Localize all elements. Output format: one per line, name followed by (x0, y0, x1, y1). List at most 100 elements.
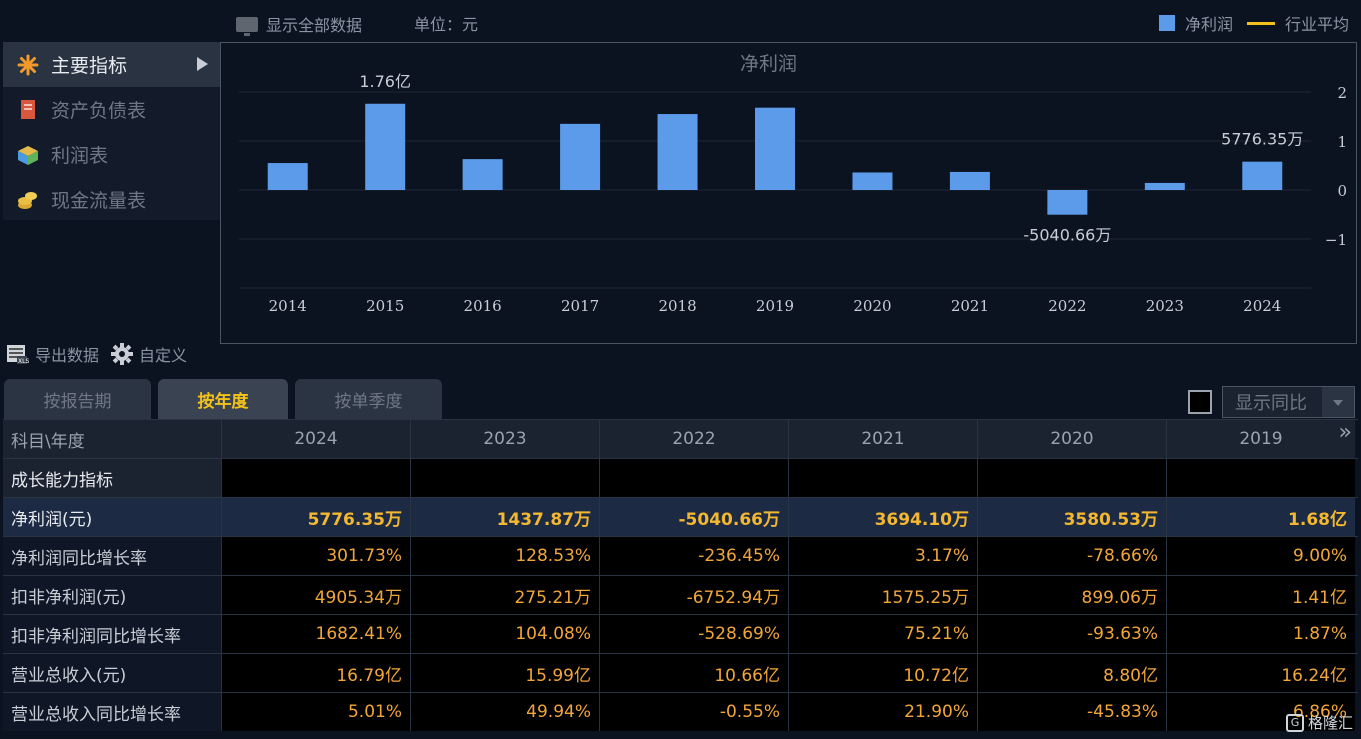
table-cell (410, 459, 599, 497)
header-cell: 2019 (1166, 420, 1355, 458)
top-bar: 显示全部数据 单位：元 净利润 行业平均 (0, 0, 1361, 42)
tab-by-year[interactable]: 按年度 (158, 379, 288, 419)
table-cell: 3.17% (788, 537, 977, 575)
coins-icon (15, 189, 41, 211)
chart-bar (755, 107, 795, 190)
watermark-text: 格隆汇 (1307, 714, 1353, 732)
table-cell: 15.99亿 (410, 654, 599, 692)
table-cell: 1682.41% (221, 615, 410, 653)
yoy-controls: 显示同比 (1188, 386, 1355, 418)
x-tick-label: 2021 (951, 297, 989, 315)
table-cell: -45.83% (977, 693, 1166, 731)
x-tick-label: 2024 (1243, 297, 1281, 315)
table-cell: 1.87% (1166, 615, 1355, 653)
chart-bar (1144, 182, 1185, 190)
x-tick-label: 2019 (756, 297, 794, 315)
chart-title: 净利润 (740, 53, 797, 75)
export-data-button[interactable]: XLS 导出数据 (5, 342, 99, 366)
document-icon (15, 99, 41, 121)
table-cell: -236.45% (599, 537, 788, 575)
table-header-row: 科目\年度 2024 2023 2022 2021 2020 2019 » (3, 419, 1358, 458)
unit-label: 单位：元 (414, 15, 479, 34)
net-profit-chart: 净利润 2 1 0 −1 2014 2015 2016 2017 2018 2019 2020 2021… (220, 42, 1357, 344)
header-cell: 2020 (977, 420, 1166, 458)
table-cell: 49.94% (410, 693, 599, 731)
sidebar-nav: 主要指标 资产负债表 利润表 现金流量表 (3, 42, 220, 220)
x-tick-label: 2016 (464, 297, 502, 315)
table-cell (599, 459, 788, 497)
table-cell: 4905.34万 (221, 576, 410, 614)
table-cell: 1437.87万 (410, 498, 599, 536)
row-label: 营业总收入同比增长率 (3, 693, 221, 731)
x-tick-label: 2014 (269, 297, 307, 315)
customize-button[interactable]: 自定义 (111, 342, 187, 366)
header-cell: 2024 (221, 420, 410, 458)
sidebar-item-label: 资产负债表 (51, 100, 147, 122)
chevron-down-icon[interactable] (1322, 387, 1354, 417)
header-cell: 2022 (599, 420, 788, 458)
data-label: 1.76亿 (359, 72, 411, 91)
header-cell: 科目\年度 (3, 420, 221, 458)
period-tabs: 按报告期 按年度 按单季度 (4, 379, 442, 419)
table-row[interactable]: 净利润(元) 5776.35万 1437.87万 -5040.66万 3694.10万 3… (3, 497, 1358, 536)
section-label: 成长能力指标 (3, 459, 221, 497)
yoy-checkbox[interactable] (1188, 390, 1212, 414)
table-row[interactable]: 扣非净利润(元) 4905.34万 275.21万 -6752.94万 1575.25万… (3, 575, 1358, 614)
header-cell: 2023 (410, 420, 599, 458)
svg-text:XLS: XLS (18, 358, 29, 365)
legend-swatch-industry-avg (1246, 21, 1275, 25)
chart-bar (949, 171, 990, 190)
table-cell (1166, 459, 1355, 497)
table-row[interactable]: 扣非净利润同比增长率 1682.41% 104.08% -528.69% 75.21% -… (3, 614, 1358, 653)
x-tick-label: 2015 (366, 297, 404, 315)
tab-by-quarter[interactable]: 按单季度 (295, 379, 442, 419)
logo-icon: G (1285, 713, 1304, 732)
table-cell: 6.86% (1166, 693, 1355, 731)
table-cell: 128.53% (410, 537, 599, 575)
show-all-data-toggle[interactable]: 显示全部数据 (236, 12, 362, 36)
table-cell: 899.06万 (977, 576, 1166, 614)
table-cell: 1.41亿 (1166, 576, 1355, 614)
sidebar-item-main-indicators[interactable]: 主要指标 (3, 42, 220, 87)
table-cell (977, 459, 1166, 497)
watermark-logo: G 格隆汇 (1285, 712, 1353, 733)
chart-bar (462, 159, 503, 190)
data-label: 5776.35万 (1221, 130, 1303, 149)
export-icon: XLS (7, 345, 29, 365)
table-cell: 3694.10万 (788, 498, 977, 536)
chart-bar (560, 123, 601, 190)
table-cell: -93.63% (977, 615, 1166, 653)
chart-bar (657, 114, 698, 190)
table-row[interactable]: 营业总收入同比增长率 5.01% 49.94% -0.55% 21.90% -45.83%… (3, 692, 1358, 731)
chart-bar (267, 163, 308, 190)
yoy-select[interactable]: 显示同比 (1222, 386, 1355, 418)
sidebar-item-cash-flow[interactable]: 现金流量表 (3, 177, 220, 222)
double-chevron-right-icon[interactable]: » (1338, 420, 1352, 445)
table-cell: 5.01% (221, 693, 410, 731)
table-cell: 104.08% (410, 615, 599, 653)
table-tools: XLS 导出数据 自定义 (5, 342, 199, 366)
chart-bar (1047, 190, 1088, 215)
header-cell: 2021 (788, 420, 977, 458)
table-section-row: 成长能力指标 (3, 458, 1358, 497)
x-tick-label: 2023 (1146, 297, 1184, 315)
table-cell: 3580.53万 (977, 498, 1166, 536)
table-row[interactable]: 净利润同比增长率 301.73% 128.53% -236.45% 3.17% -78.6… (3, 536, 1358, 575)
table-cell: 275.21万 (410, 576, 599, 614)
asterisk-icon (15, 54, 41, 76)
row-label: 净利润(元) (3, 498, 221, 536)
table-cell: 21.90% (788, 693, 977, 731)
sidebar-item-label: 主要指标 (51, 55, 128, 77)
sidebar-item-balance-sheet[interactable]: 资产负债表 (3, 87, 220, 132)
table-row[interactable]: 营业总收入(元) 16.79亿 15.99亿 10.66亿 10.72亿 8.80亿 16.… (3, 653, 1358, 692)
table-cell: -528.69% (599, 615, 788, 653)
legend-net-profit: 净利润 (1184, 15, 1233, 34)
table-cell: 1575.25万 (788, 576, 977, 614)
table-cell: 301.73% (221, 537, 410, 575)
legend-swatch-net-profit (1158, 15, 1175, 31)
row-label: 扣非净利润同比增长率 (3, 615, 221, 653)
table-cell: 1.68亿 (1166, 498, 1355, 536)
tab-by-report-period[interactable]: 按报告期 (4, 379, 151, 419)
sidebar-item-income-statement[interactable]: 利润表 (3, 132, 220, 177)
table-cell: 16.79亿 (221, 654, 410, 692)
